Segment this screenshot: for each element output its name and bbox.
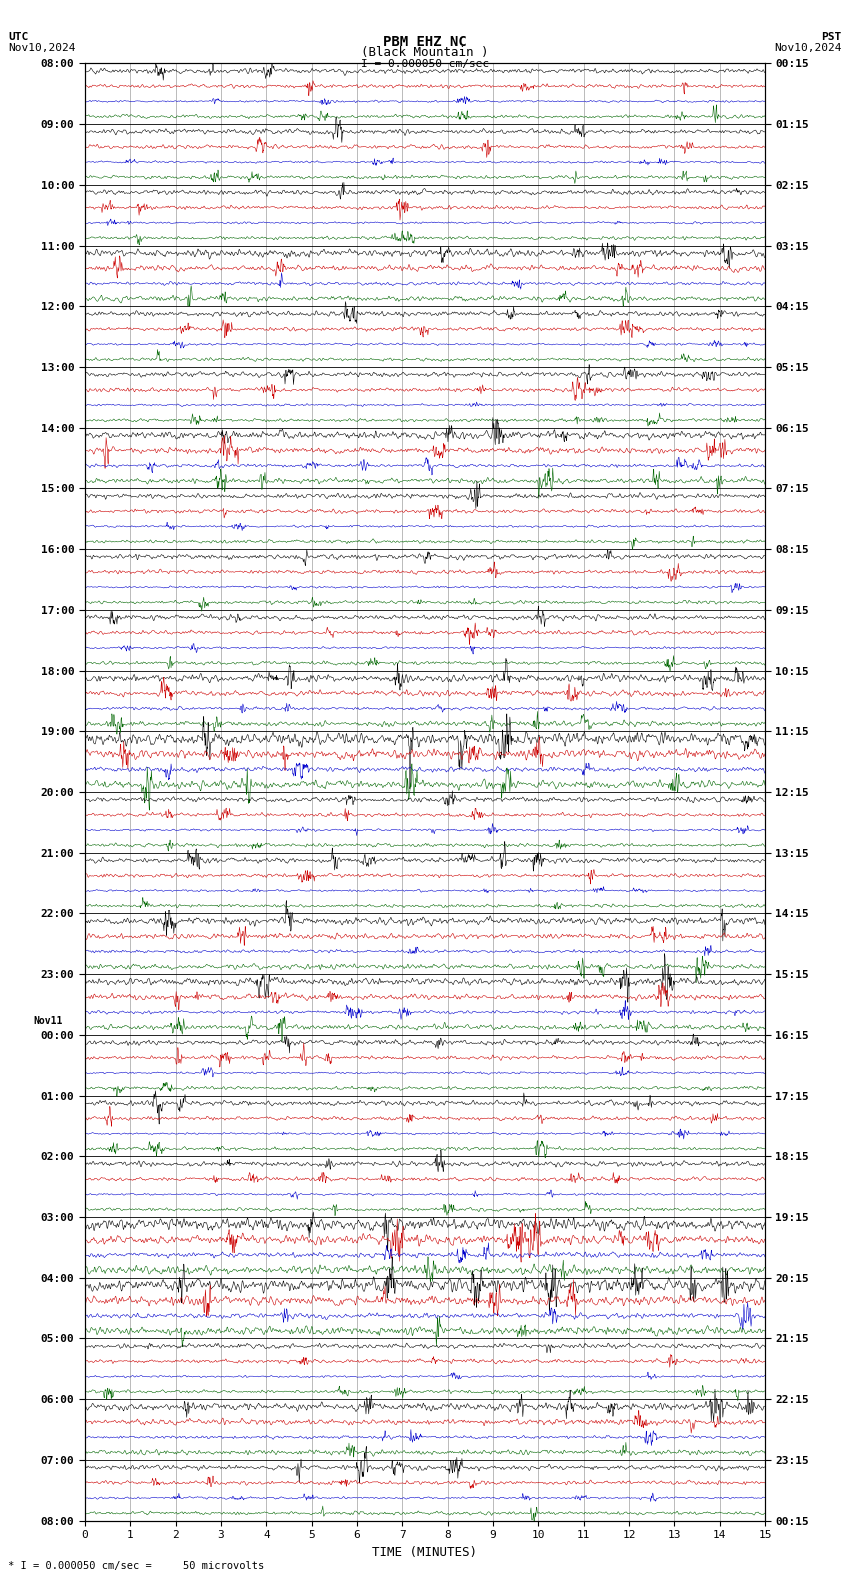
Text: Nov10,2024: Nov10,2024 <box>774 43 842 52</box>
Text: (Black Mountain ): (Black Mountain ) <box>361 46 489 59</box>
Text: UTC: UTC <box>8 32 29 41</box>
Text: * I = 0.000050 cm/sec =     50 microvolts: * I = 0.000050 cm/sec = 50 microvolts <box>8 1562 264 1571</box>
Text: I = 0.000050 cm/sec: I = 0.000050 cm/sec <box>361 59 489 68</box>
X-axis label: TIME (MINUTES): TIME (MINUTES) <box>372 1546 478 1559</box>
Text: Nov10,2024: Nov10,2024 <box>8 43 76 52</box>
Text: PST: PST <box>821 32 842 41</box>
Text: Nov11: Nov11 <box>33 1015 62 1026</box>
Text: PBM EHZ NC: PBM EHZ NC <box>383 35 467 49</box>
